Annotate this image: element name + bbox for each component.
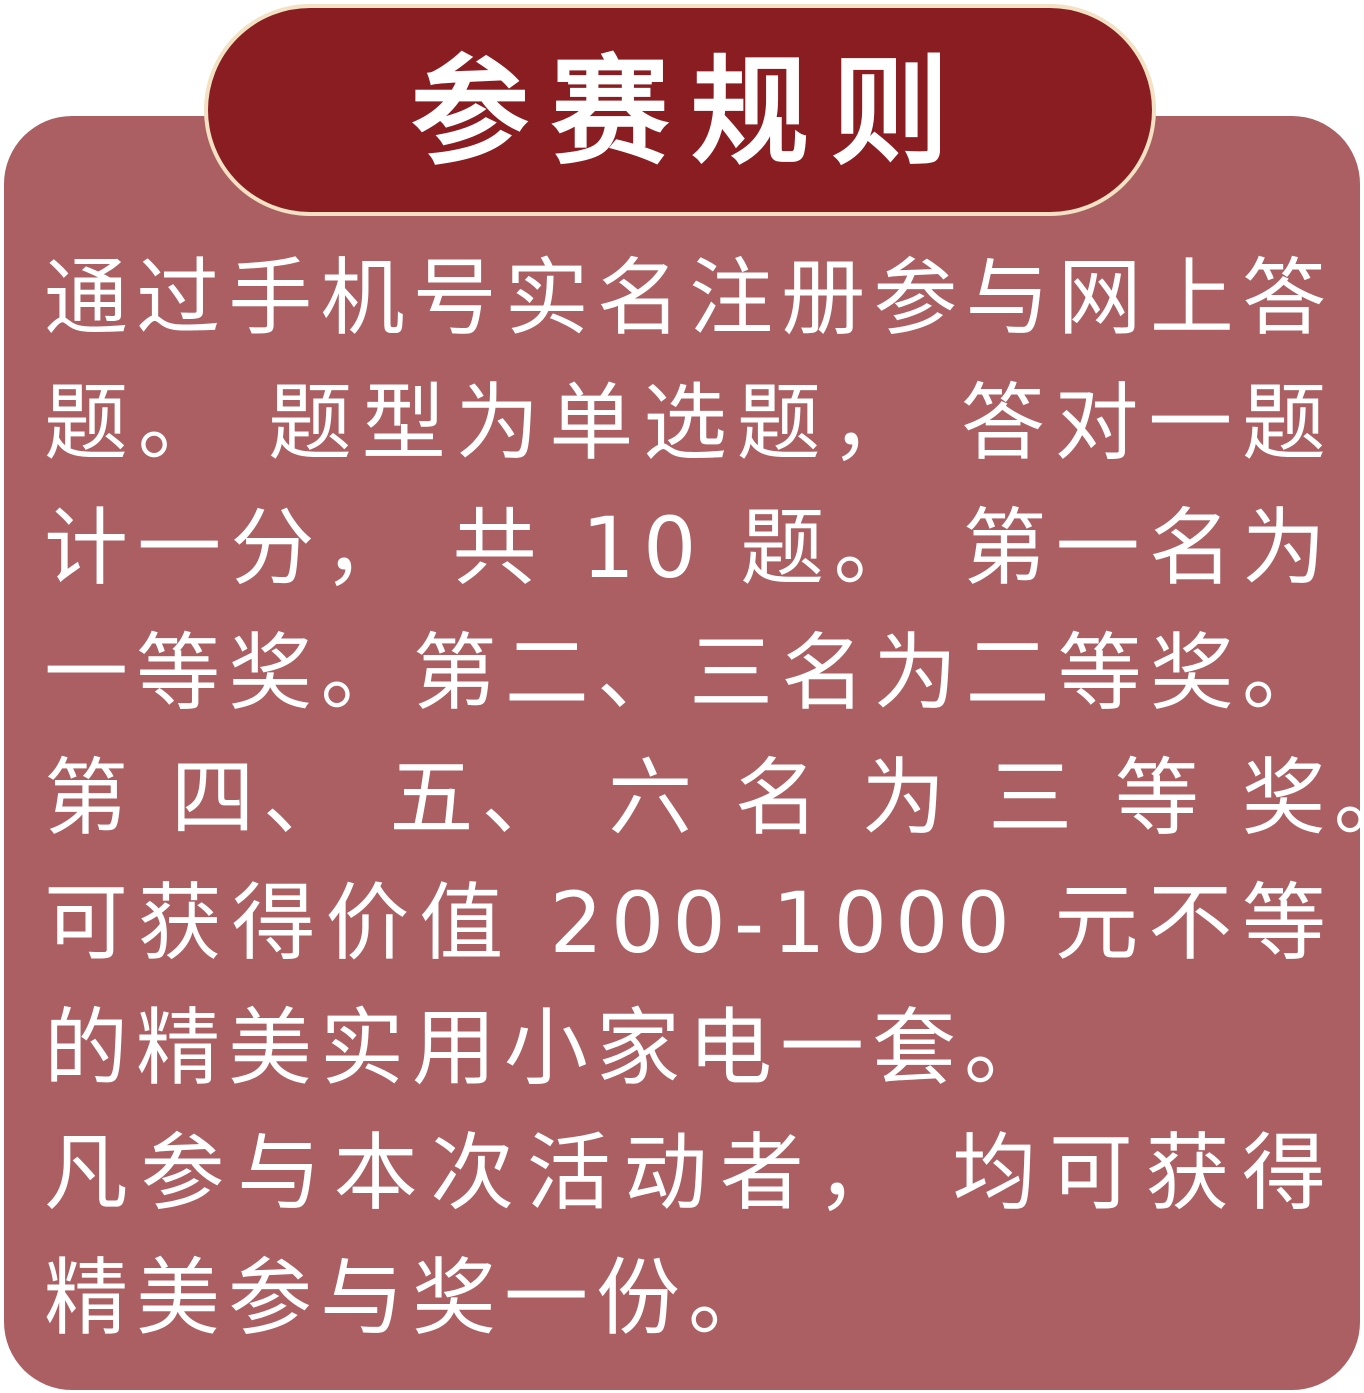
rules-card bbox=[4, 116, 1360, 1390]
rules-text: 通过手机号实名注册参与网上答 题。 题型为单选题， 答对一题 计一分， 共 10… bbox=[44, 236, 1364, 1361]
rules-line: 通过手机号实名注册参与网上答 bbox=[44, 249, 1334, 347]
rules-line: 题。 题型为单选题， 答对一题 bbox=[44, 374, 1334, 472]
rules-line: 可获得价值 200-1000 元不等 bbox=[44, 874, 1334, 972]
rules-line: 精美参与奖一份。 bbox=[44, 1249, 781, 1347]
rules-line: 第 四、 五、 六 名 为 三 等 奖。 bbox=[44, 749, 1364, 847]
rules-line: 一等奖。第二、三名为二等奖。 bbox=[44, 624, 1334, 722]
page-title: 参赛规则 bbox=[410, 42, 971, 181]
rules-line: 凡参与本次活动者， 均可获得 bbox=[44, 1124, 1334, 1222]
title-banner: 参赛规则 bbox=[204, 4, 1156, 216]
rules-line: 计一分， 共 10 题。 第一名为 bbox=[44, 499, 1334, 597]
rules-line: 的精美实用小家电一套。 bbox=[44, 999, 1057, 1097]
